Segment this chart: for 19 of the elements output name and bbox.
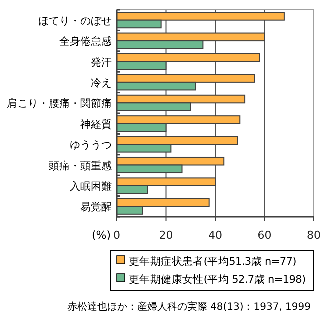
y-tick-label: ほてり・のぼせ: [38, 15, 112, 28]
legend-label: 更年期健康女性(平均 52.7歳 n=198): [129, 273, 306, 286]
y-tick-label: ゆううつ: [70, 140, 112, 152]
x-tick-label: 60: [258, 229, 272, 242]
text: 赤松達也ほか：産婦人科の実際 48(13)：1937, 1999: [67, 301, 311, 313]
y-tick-label: 発汗: [91, 56, 112, 69]
legend-label: 更年期症状患者(平均51.3歳 n=77): [129, 255, 297, 268]
x-tick-label: 80: [307, 229, 321, 242]
y-tick-label: 易覚醒: [80, 200, 112, 214]
x-tick-label: 0: [114, 229, 120, 242]
y-tick-label: 頭痛・頭重感: [49, 159, 112, 172]
y-tick-label: 肩こり・腰痛・関節痛: [7, 97, 112, 110]
y-tick-label: 神経質: [80, 118, 112, 131]
x-tick-label: 40: [208, 229, 222, 242]
y-tick-label: 全身倦怠感: [60, 35, 112, 48]
x-axis-title: (%): [92, 229, 111, 242]
y-tick-label: 入眠困難: [70, 180, 112, 193]
x-tick-label: 20: [159, 229, 174, 242]
y-tick-label: 冷え: [91, 77, 112, 90]
